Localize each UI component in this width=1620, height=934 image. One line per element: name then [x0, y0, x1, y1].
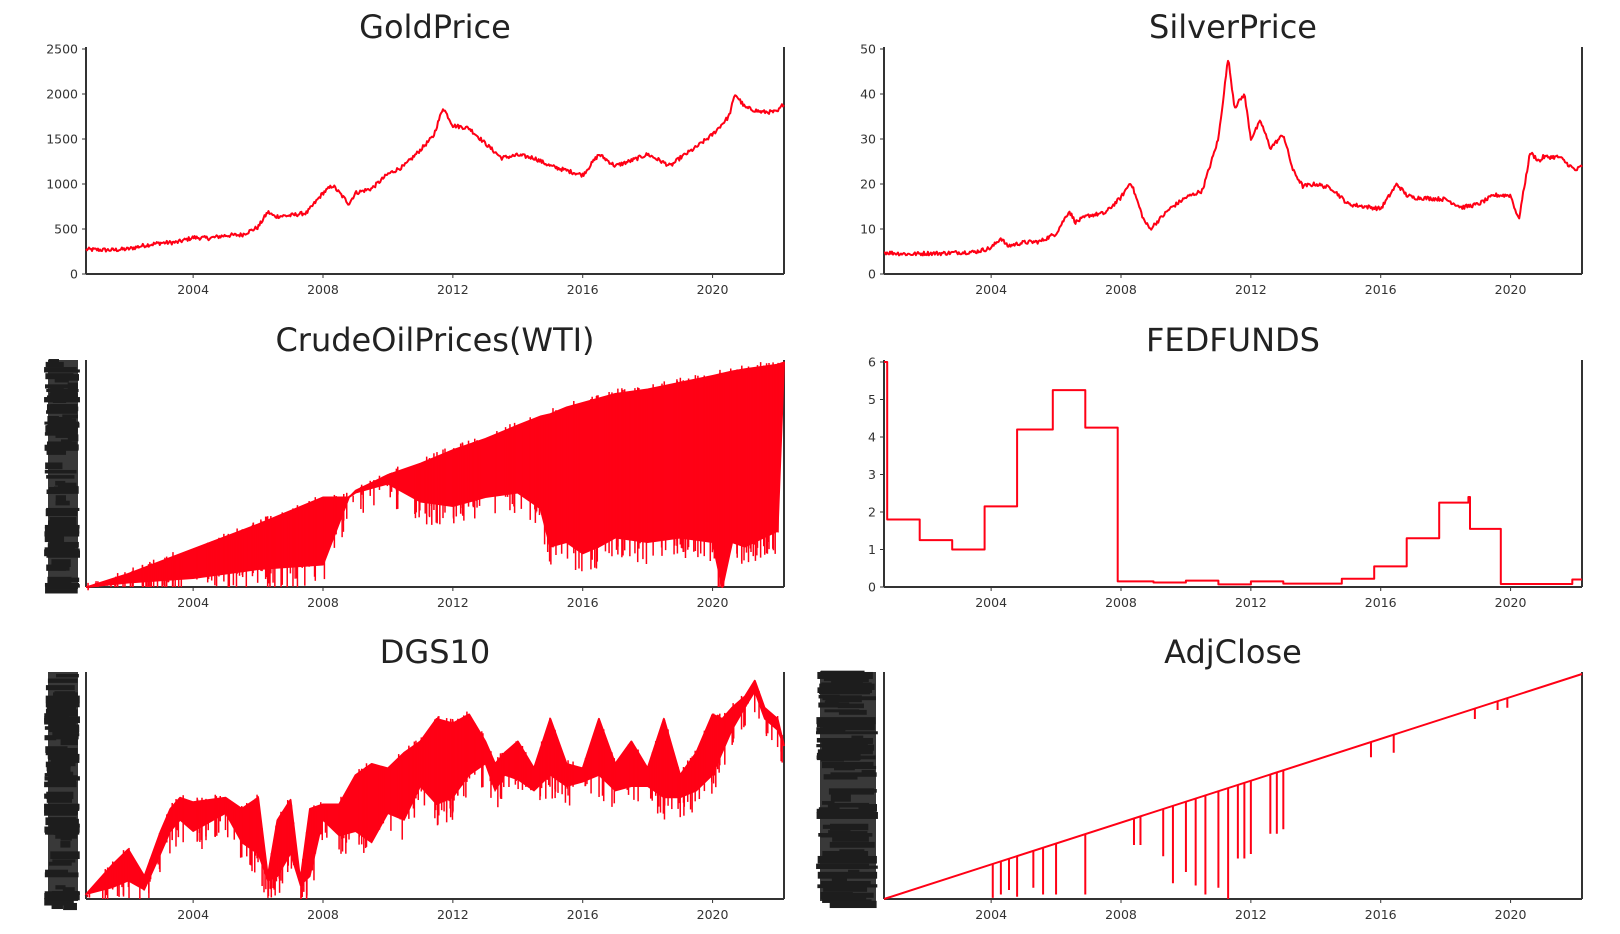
y-tick-label: 5 [868, 392, 876, 407]
x-tick-label: 2016 [1365, 282, 1397, 297]
series-band [85, 361, 785, 588]
series-line [85, 94, 785, 253]
y-tick-label: 1000 [46, 177, 78, 192]
x-tick-label: 2020 [1495, 595, 1527, 610]
tick-label-glyph [45, 586, 78, 594]
x-tick-label: 2012 [437, 595, 469, 610]
x-tick-label: 2004 [975, 907, 1007, 922]
y-tick-label: 0 [868, 580, 876, 595]
x-tick-label: 2004 [177, 282, 209, 297]
y-tick-label: 1500 [46, 132, 78, 147]
chart-panel-3: CrudeOilPrices(WTI) 2004 2008 2012 2016 2020 [44, 321, 785, 610]
overlapping-y-tick-labels [44, 672, 80, 911]
series-line [883, 673, 1583, 900]
y-tick-label: 10 [860, 222, 876, 237]
y-tick-label: 4 [868, 430, 876, 445]
chart-title: FEDFUNDS [1146, 321, 1320, 359]
x-tick-label: 2020 [697, 907, 729, 922]
y-tick-label: 1 [868, 542, 876, 557]
x-tick-label: 2012 [437, 907, 469, 922]
x-tick-label: 2020 [697, 282, 729, 297]
x-tick-label: 2012 [1235, 282, 1267, 297]
x-tick-label: 2008 [1105, 907, 1137, 922]
x-tick-label: 2008 [307, 595, 339, 610]
y-tick-label: 0 [70, 267, 78, 282]
series-line [884, 59, 1583, 257]
tick-label-glyph [52, 898, 68, 904]
y-tick-label: 2000 [46, 87, 78, 102]
y-tick-label: 3 [868, 467, 876, 482]
x-tick-label: 2012 [1235, 907, 1267, 922]
x-tick-label: 2008 [1105, 595, 1137, 610]
y-tick-label: 30 [860, 132, 876, 147]
x-tick-label: 2004 [177, 595, 209, 610]
series-texture [87, 362, 779, 591]
chart-title: CrudeOilPrices(WTI) [275, 321, 594, 359]
tick-label-mass [820, 672, 876, 901]
series-line [85, 679, 785, 896]
chart-panel-1: GoldPrice 2004 2008 2012 2016 2020 0 500 1000 150… [46, 8, 785, 297]
x-tick-label: 2016 [1365, 595, 1397, 610]
y-tick-label: 2500 [46, 42, 78, 57]
series-texture [86, 681, 783, 899]
chart-title: DGS10 [380, 633, 490, 671]
x-tick-label: 2016 [567, 282, 599, 297]
chart-title: SilverPrice [1149, 8, 1317, 46]
y-tick-label: 0 [868, 267, 876, 282]
x-tick-label: 2008 [307, 282, 339, 297]
x-tick-label: 2004 [975, 282, 1007, 297]
y-tick-label: 6 [868, 355, 876, 370]
x-tick-label: 2016 [567, 595, 599, 610]
x-tick-label: 2012 [437, 282, 469, 297]
series-line [884, 361, 1582, 586]
y-tick-label: 2 [868, 505, 876, 520]
x-tick-label: 2020 [1495, 282, 1527, 297]
series-line [85, 361, 785, 588]
x-tick-label: 2016 [1365, 907, 1397, 922]
overlapping-y-tick-labels [44, 359, 80, 594]
x-tick-label: 2008 [1105, 282, 1137, 297]
tick-label-mass [48, 672, 78, 901]
x-tick-label: 2012 [1235, 595, 1267, 610]
chart-title: AdjClose [1164, 633, 1302, 671]
chart-title: GoldPrice [359, 8, 511, 46]
y-tick-label: 20 [860, 177, 876, 192]
y-tick-label: 50 [860, 42, 876, 57]
chart-panel-2: SilverPrice 2004 2008 2012 2016 2020 0 10 20 30 40… [860, 8, 1583, 297]
chart-panel-6: AdjClose 2004 2008 2012 2016 2020 [816, 633, 1583, 922]
tick-label-glyph [829, 900, 877, 909]
x-tick-label: 2016 [567, 907, 599, 922]
overlapping-y-tick-labels [816, 670, 878, 909]
chart-panel-4: FEDFUNDS 2004 2008 2012 2016 2020 0 1 2 3 4 5 6 [868, 321, 1583, 610]
x-tick-label: 2020 [1495, 907, 1527, 922]
y-tick-label: 500 [54, 222, 78, 237]
tick-label-glyph [63, 902, 77, 911]
x-tick-label: 2008 [307, 907, 339, 922]
tick-label-glyph [51, 901, 63, 910]
y-tick-label: 40 [860, 87, 876, 102]
chart-panel-5: DGS10 2004 2008 2012 2016 2020 [44, 633, 785, 922]
series-spikes [991, 698, 1509, 899]
x-tick-label: 2004 [975, 595, 1007, 610]
x-tick-label: 2020 [697, 595, 729, 610]
x-tick-label: 2004 [177, 907, 209, 922]
tick-label-mass [48, 360, 78, 589]
